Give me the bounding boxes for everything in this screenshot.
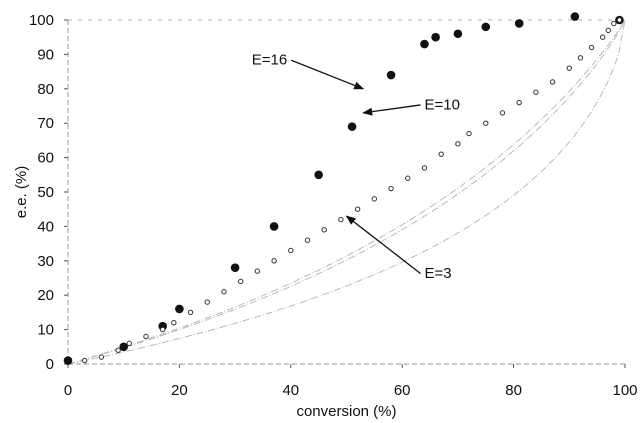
data-point-open: [421, 165, 428, 171]
annotation-label: E=16: [252, 52, 287, 69]
data-point-open: [237, 278, 244, 285]
annotations: E=16 E=10 E=3: [252, 52, 460, 282]
y-tick-label: 80: [37, 81, 54, 98]
data-point-open: [499, 110, 506, 116]
data-point-open: [616, 17, 623, 23]
data-point-open: [304, 237, 311, 243]
data-point-open: [438, 151, 444, 157]
y-tick-label: 30: [37, 253, 54, 270]
y-axis-title: e.e. (%): [13, 166, 30, 219]
data-point-open: [126, 340, 132, 347]
data-point-open: [321, 227, 327, 233]
x-tick-label: 40: [282, 382, 299, 399]
data-point-filled: [314, 170, 323, 180]
data-point-open: [143, 333, 149, 340]
x-tick-label: 60: [394, 382, 411, 399]
data-point-filled: [514, 19, 524, 28]
data-point-filled: [175, 304, 184, 314]
curve-e-10: [67, 19, 626, 365]
y-tick-label: 20: [37, 287, 54, 304]
data-point-filled: [481, 22, 491, 32]
data-point-filled: [63, 356, 73, 365]
data-point-open: [171, 320, 177, 326]
data-point-open: [82, 357, 88, 364]
data-point-open: [338, 216, 344, 223]
data-point-open: [271, 258, 277, 264]
y-tick-label: 70: [37, 115, 54, 132]
data-point-filled: [431, 32, 440, 42]
selectivity-curves: [67, 19, 626, 365]
data-point-open: [549, 79, 556, 85]
data-point-open: [115, 347, 121, 353]
data-point-open: [388, 185, 394, 192]
y-tick-label: 100: [29, 12, 54, 29]
annotation-label: E=3: [424, 265, 451, 282]
data-point-open: [455, 141, 461, 147]
annotation-label: E=10: [424, 96, 459, 113]
x-tick-label: 80: [505, 382, 522, 399]
data-point-open: [159, 326, 166, 333]
data-point-open: [405, 175, 411, 181]
y-tick-label: 50: [37, 184, 54, 201]
data-point-open: [288, 247, 294, 254]
curve-e-16: [67, 19, 626, 365]
x-tick-label: 0: [64, 382, 72, 399]
data-point-filled: [570, 12, 580, 21]
data-point-filled: [269, 222, 279, 231]
curve-e-3: [67, 19, 626, 365]
annotation-arrow: [362, 104, 421, 116]
data-point-open: [371, 196, 378, 202]
data-points: [63, 12, 624, 365]
data-point-filled: [119, 342, 128, 352]
y-tick-label: 60: [37, 150, 54, 167]
data-point-filled: [386, 70, 396, 80]
data-point-open: [611, 20, 617, 27]
data-point-filled: [230, 263, 240, 272]
data-point-open: [483, 120, 489, 126]
data-point-open: [600, 34, 606, 40]
data-point-open: [98, 354, 105, 360]
data-point-open: [221, 289, 227, 295]
data-point-open: [533, 89, 539, 95]
annotation-arrow: [345, 215, 421, 275]
data-point-open: [605, 27, 611, 34]
y-tick-label: 0: [46, 356, 54, 373]
data-point-open: [466, 130, 472, 137]
y-tick-label: 40: [37, 218, 54, 235]
data-point-open: [187, 309, 194, 316]
y-tick-label: 90: [37, 46, 54, 63]
axes: 0 10 20 30 40 50 60 70 80 90 100 0 20 40 60 80 100 conver…: [13, 12, 638, 420]
x-tick-label: 100: [612, 382, 637, 399]
x-tick-label: 20: [171, 382, 188, 399]
data-point-open: [254, 268, 261, 274]
data-point-filled: [420, 39, 429, 49]
y-tick-label: 10: [37, 322, 54, 339]
data-point-open: [204, 299, 210, 305]
data-point-filled: [453, 29, 463, 39]
annotation-arrow: [291, 59, 365, 90]
data-point-open: [566, 65, 572, 71]
data-point-open: [354, 206, 361, 212]
data-point-filled: [347, 122, 357, 131]
data-point-open: [516, 99, 522, 106]
data-point-open: [577, 55, 584, 61]
x-axis-title: conversion (%): [296, 403, 396, 420]
data-point-open: [588, 44, 595, 51]
